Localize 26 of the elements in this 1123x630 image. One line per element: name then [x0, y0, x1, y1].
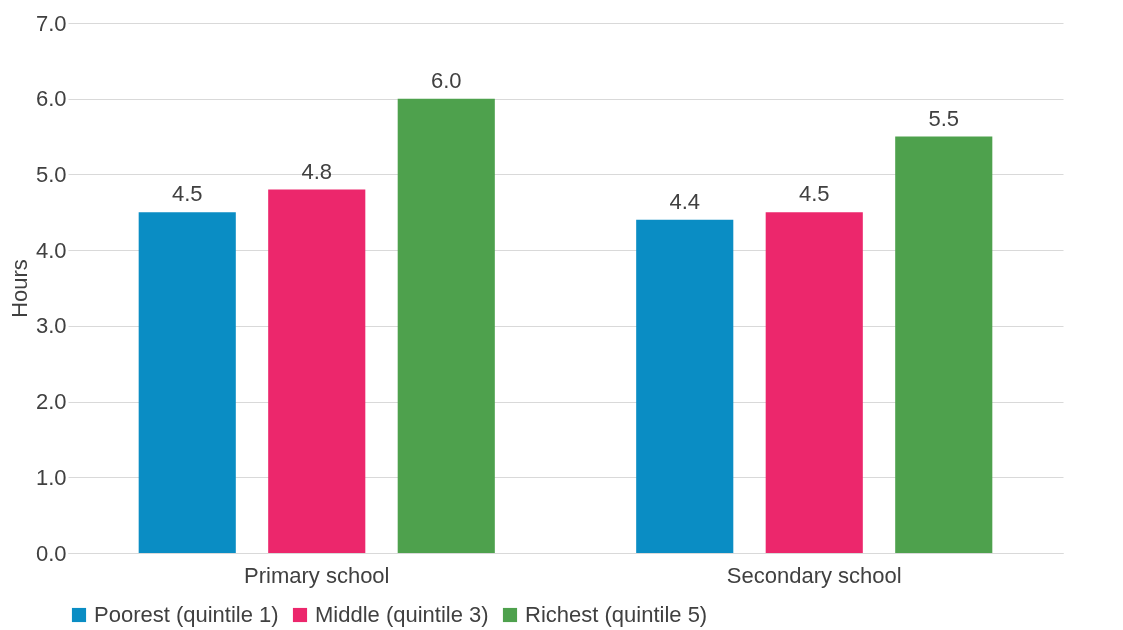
bar [268, 189, 366, 553]
legend-label: Poorest (quintile 1) [94, 602, 279, 627]
bar [765, 212, 863, 553]
y-tick-label: 4.0 [35, 237, 67, 263]
data-label: 6.0 [430, 67, 462, 93]
y-tick-label: 5.0 [35, 161, 67, 187]
y-tick-label: 2.0 [35, 389, 67, 415]
data-label: 5.5 [928, 105, 960, 131]
y-tick-label: 0.0 [35, 540, 67, 566]
data-label: 4.5 [171, 181, 203, 207]
data-label: 4.5 [798, 181, 830, 207]
y-tick-label: 6.0 [35, 86, 67, 112]
y-axis-title: Hours [6, 259, 32, 318]
bar [636, 219, 734, 553]
bar [138, 212, 236, 553]
data-label: 4.8 [301, 158, 333, 184]
bar [397, 98, 495, 553]
x-tick-label: Primary school [244, 562, 390, 588]
legend-label: Richest (quintile 5) [525, 602, 708, 627]
x-tick-label: Secondary school [726, 562, 902, 588]
data-label: 4.4 [669, 188, 701, 214]
y-tick-label: 3.0 [35, 313, 67, 339]
y-tick-label: 7.0 [35, 10, 67, 36]
bar [895, 136, 993, 553]
legend-label: Middle (quintile 3) [315, 602, 489, 627]
y-tick-label: 1.0 [35, 464, 67, 490]
